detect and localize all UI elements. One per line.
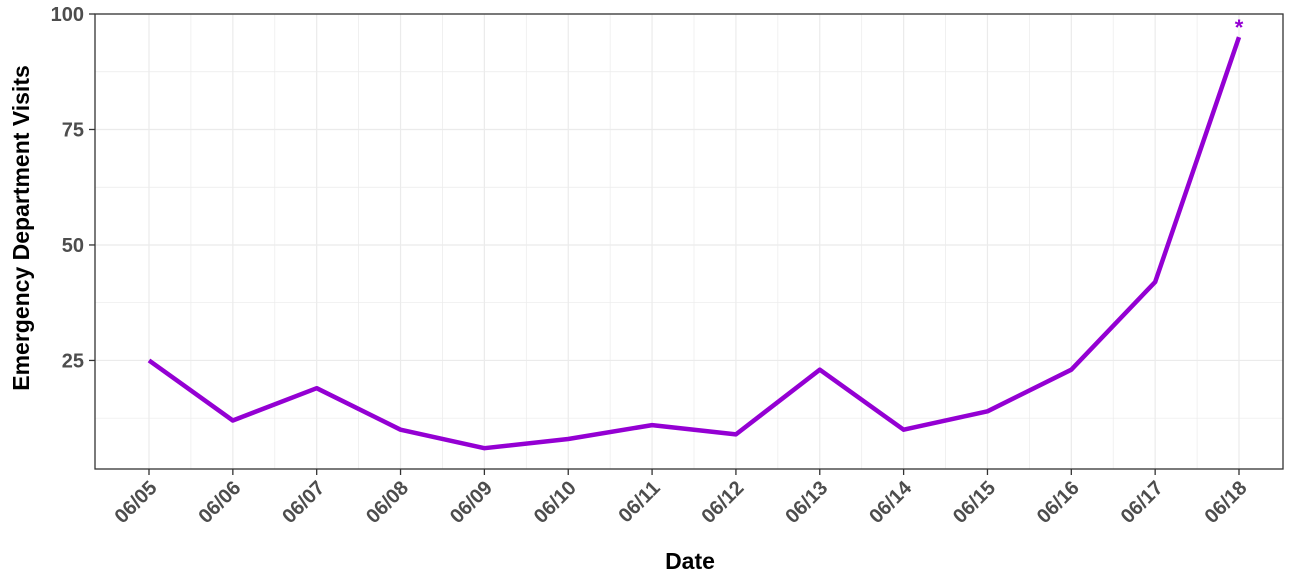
y-tick-label: 100 [51,4,84,26]
series-layer [147,36,1242,451]
x-tick-label: 06/16 [1033,477,1084,528]
grid-lines [95,13,1283,469]
annotation-layer: * [1235,15,1244,40]
annotation-asterisk: * [1235,15,1244,40]
y-tick-label: 50 [62,235,84,257]
plot-panel [94,13,1284,470]
x-tick-label: 06/14 [865,476,917,528]
x-tick-label: 06/15 [949,477,1000,528]
x-tick-label: 06/18 [1201,477,1252,528]
x-axis-title: Date [665,548,715,573]
y-tick-label: 25 [62,350,84,372]
x-tick-label: 06/05 [111,477,162,528]
y-axis-title: Emergency Department Visits [8,65,34,391]
x-tick-label: 06/12 [698,477,749,528]
x-tick-label: 06/10 [530,477,581,528]
x-tick-label: 06/11 [614,477,664,527]
x-tick-label: 06/08 [362,477,413,528]
x-tick-label: 06/09 [446,477,497,528]
x-tick-label: 06/17 [1117,477,1168,528]
x-axis: 06/05 06/06 06/07 06/08 06/09 06/10 06/11 06/12… [111,469,1252,528]
x-tick-label: 06/06 [194,477,245,528]
y-tick-label: 75 [62,119,84,141]
series-line [147,36,1242,451]
y-axis: 25 50 75 100 [51,4,95,372]
x-tick-label: 06/13 [781,477,832,528]
x-tick-label: 06/07 [278,477,329,528]
